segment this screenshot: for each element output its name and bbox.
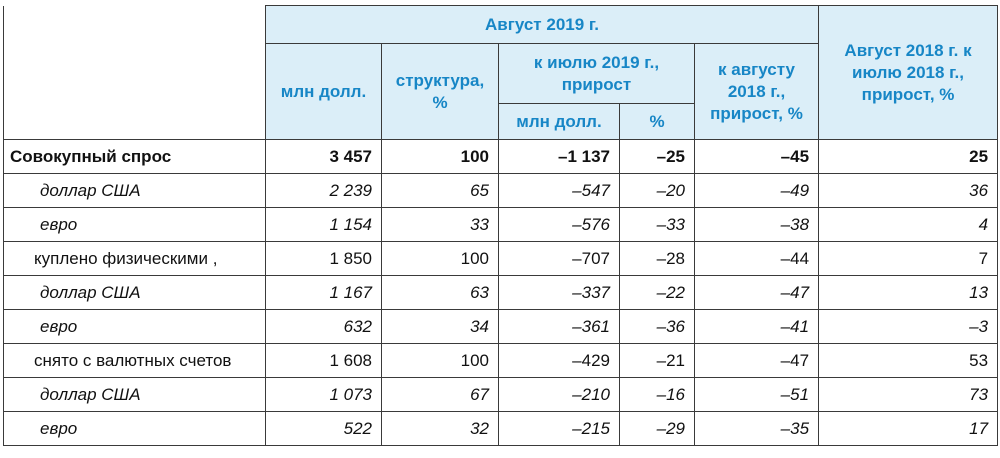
header-august-2018: Август 2018 г. к июлю 2018 г., прирост, … (818, 5, 999, 140)
cell-july-pct: –36 (619, 309, 695, 344)
cell-july-mln: –361 (498, 309, 620, 344)
header-structure: структура, % (381, 43, 499, 140)
header-blank-cell (3, 5, 266, 140)
cell-structure: 67 (381, 377, 499, 412)
cell-mln: 1 850 (265, 241, 382, 276)
cell-structure: 63 (381, 275, 499, 310)
table-row: доллар США 1 167 63 –337 –22 –47 13 (3, 275, 999, 310)
row-label: евро (3, 207, 266, 242)
cell-aug-pct: –35 (693, 411, 820, 446)
header-to-july-mln: млн долл. (498, 103, 620, 140)
cell-structure: 100 (381, 343, 499, 378)
cell-july-pct: –33 (619, 207, 695, 242)
cell-july-mln: –337 (498, 275, 620, 310)
cell-structure: 33 (381, 207, 499, 242)
cell-july-pct: –16 (619, 377, 695, 412)
cell-mln: 632 (265, 309, 382, 344)
cell-july-pct: –28 (619, 241, 695, 276)
cell-2018: 7 (818, 241, 999, 276)
table-row: доллар США 2 239 65 –547 –20 –49 36 (3, 173, 999, 208)
row-label: доллар США (3, 377, 266, 412)
header-to-july-growth: к июлю 2019 г., прирост (498, 43, 695, 104)
header-group-august-2019: Август 2019 г. (264, 5, 820, 44)
cell-aug-pct: –38 (693, 207, 820, 242)
cell-july-mln: –429 (498, 343, 620, 378)
cell-2018: 36 (818, 173, 999, 208)
row-label: доллар США (3, 275, 266, 310)
row-label: снято с валютных счетов (3, 343, 266, 378)
cell-mln: 2 239 (265, 173, 382, 208)
cell-mln: 1 608 (265, 343, 382, 378)
cell-july-mln: –215 (498, 411, 620, 446)
row-label: куплено физическими , (3, 241, 266, 276)
cell-aug-pct: –51 (693, 377, 820, 412)
cell-mln: 1 073 (265, 377, 382, 412)
cell-structure: 100 (381, 139, 499, 174)
cell-2018: 73 (818, 377, 999, 412)
cell-aug-pct: –45 (693, 139, 820, 174)
cell-aug-pct: –49 (693, 173, 820, 208)
cell-structure: 32 (381, 411, 499, 446)
cell-mln: 522 (265, 411, 382, 446)
cell-mln: 1 167 (265, 275, 382, 310)
cell-mln: 1 154 (265, 207, 382, 242)
cell-july-pct: –29 (619, 411, 695, 446)
row-label: евро (3, 309, 266, 344)
cell-july-mln: –576 (498, 207, 620, 242)
cell-july-mln: –210 (498, 377, 620, 412)
cell-aug-pct: –47 (693, 343, 820, 378)
cell-aug-pct: –47 (693, 275, 820, 310)
cell-july-pct: –21 (619, 343, 695, 378)
header-to-august-2018: к августу 2018 г., прирост, % (693, 43, 820, 140)
cell-aug-pct: –41 (693, 309, 820, 344)
table-row: доллар США 1 073 67 –210 –16 –51 73 (3, 377, 999, 412)
cell-aug-pct: –44 (693, 241, 820, 276)
cell-2018: 25 (818, 139, 999, 174)
cell-july-pct: –25 (619, 139, 695, 174)
cell-structure: 65 (381, 173, 499, 208)
row-label: евро (3, 411, 266, 446)
currency-demand-table: Август 2019 г. Август 2018 г. к июлю 201… (3, 5, 999, 446)
cell-2018: 17 (818, 411, 999, 446)
table-row: евро 632 34 –361 –36 –41 –3 (3, 309, 999, 344)
header-mln-dollars: млн долл. (265, 43, 382, 140)
cell-july-mln: –1 137 (498, 139, 620, 174)
cell-2018: 13 (818, 275, 999, 310)
cell-structure: 34 (381, 309, 499, 344)
table-row: евро 522 32 –215 –29 –35 17 (3, 411, 999, 446)
cell-mln: 3 457 (265, 139, 382, 174)
header-to-july-pct: % (619, 103, 695, 140)
cell-july-pct: –22 (619, 275, 695, 310)
table-row: снято с валютных счетов 1 608 100 –429 –… (3, 343, 999, 378)
cell-2018: 53 (818, 343, 999, 378)
cell-2018: 4 (818, 207, 999, 242)
cell-july-mln: –707 (498, 241, 620, 276)
cell-2018: –3 (818, 309, 999, 344)
cell-july-mln: –547 (498, 173, 620, 208)
row-label: доллар США (3, 173, 266, 208)
row-label: Совокупный спрос (3, 139, 266, 174)
table-row: Совокупный спрос 3 457 100 –1 137 –25 –4… (3, 139, 999, 174)
cell-structure: 100 (381, 241, 499, 276)
table-row: куплено физическими , 1 850 100 –707 –28… (3, 241, 999, 276)
cell-july-pct: –20 (619, 173, 695, 208)
table-row: евро 1 154 33 –576 –33 –38 4 (3, 207, 999, 242)
